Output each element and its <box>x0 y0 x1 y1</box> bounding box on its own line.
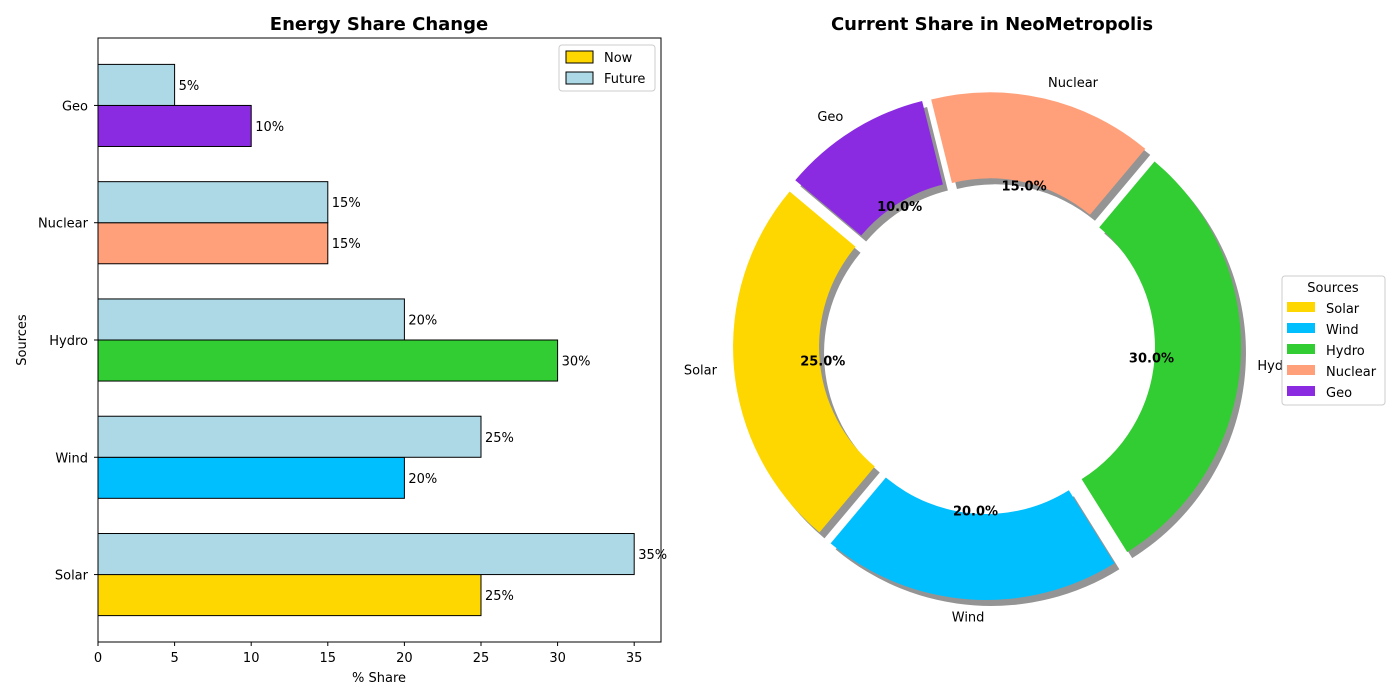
donut-legend-label-nuclear: Nuclear <box>1326 365 1377 380</box>
x-tick-label-15: 15 <box>320 651 337 666</box>
bar-future-solar <box>97 533 635 576</box>
bar-future-geo <box>97 63 176 106</box>
bar-future-label-hydro: 20% <box>408 313 437 328</box>
donut-legend-items: Solar Wind Hydro Nuclear Geo <box>1287 302 1377 401</box>
y-axis-ticks: Solar Wind Hydro Nuclear Geo <box>38 99 98 584</box>
legend-label-future: Future <box>604 72 645 87</box>
wedge-percent-solar: 25.0% <box>800 354 845 369</box>
donut-legend-swatch-solar <box>1287 302 1315 312</box>
bar-now-geo <box>97 104 252 147</box>
donut-legend-label-hydro: Hydro <box>1326 344 1365 359</box>
bar-future-label-solar: 35% <box>638 548 667 563</box>
y-tick-label-nuclear: Nuclear <box>38 217 89 232</box>
wedge-label-wind: Wind <box>952 610 985 625</box>
wedge-solar <box>733 191 875 533</box>
bar-now-label-wind: 20% <box>408 472 437 487</box>
bar-now-solar <box>97 574 482 617</box>
wedge-label-geo: Geo <box>817 110 843 125</box>
donut-legend: Sources Solar Wind Hydro Nuclear Geo <box>1281 275 1386 406</box>
bar-future-hydro <box>97 298 405 341</box>
donut-legend-swatch-wind <box>1287 323 1315 333</box>
bar-now-label-solar: 25% <box>485 589 514 604</box>
bar-chart-title: Energy Share Change <box>270 14 488 35</box>
donut-legend-label-geo: Geo <box>1326 386 1352 401</box>
x-tick-label-10: 10 <box>243 651 260 666</box>
donut-legend-swatch-hydro <box>1287 344 1315 354</box>
bar-future-label-nuclear: 15% <box>332 196 361 211</box>
donut-legend-swatch-geo <box>1287 386 1315 396</box>
wedge-percent-nuclear: 15.0% <box>1002 179 1047 194</box>
legend-label-now: Now <box>604 51 633 66</box>
wedge-percent-geo: 10.0% <box>877 200 922 215</box>
x-axis-ticks: 0 5 10 15 20 25 30 35 <box>94 642 643 666</box>
x-axis-label: % Share <box>352 671 406 686</box>
donut-legend-label-solar: Solar <box>1326 302 1360 317</box>
bar-now-label-nuclear: 15% <box>332 237 361 252</box>
donut-legend-title: Sources <box>1307 281 1359 296</box>
bar-now-wind <box>97 456 405 499</box>
donut-legend-label-wind: Wind <box>1326 323 1359 338</box>
bar-future-wind <box>97 415 482 458</box>
wedge-label-solar: Solar <box>684 364 718 379</box>
bar-now-label-hydro: 30% <box>562 355 591 370</box>
x-tick-label-5: 5 <box>170 651 178 666</box>
legend-swatch-now <box>565 50 594 64</box>
bar-legend: Now Future <box>558 44 656 92</box>
bar-now-label-geo: 10% <box>255 120 284 135</box>
donut-chart-title: Current Share in NeoMetropolis <box>831 14 1153 35</box>
wedge-geo <box>795 101 943 236</box>
y-tick-label-wind: Wind <box>55 451 88 466</box>
bar-future-label-wind: 25% <box>485 431 514 446</box>
y-tick-label-hydro: Hydro <box>49 334 88 349</box>
legend-swatch-future <box>565 71 594 85</box>
x-tick-label-25: 25 <box>473 651 490 666</box>
wedge-hydro <box>1081 161 1241 553</box>
y-tick-label-solar: Solar <box>55 569 89 584</box>
y-axis-label: Sources <box>15 314 30 366</box>
bar-now-hydro <box>97 339 559 382</box>
wedge-percent-hydro: 30.0% <box>1129 352 1174 367</box>
wedge-wind <box>830 477 1115 600</box>
y-tick-label-geo: Geo <box>62 99 88 114</box>
bar-future-label-geo: 5% <box>179 79 200 94</box>
x-tick-label-30: 30 <box>549 651 566 666</box>
x-tick-label-20: 20 <box>396 651 413 666</box>
donut-chart: Current Share in NeoMetropolis 25.0% Sola… <box>684 14 1386 625</box>
bar-future-nuclear <box>97 181 329 224</box>
x-tick-label-35: 35 <box>626 651 643 666</box>
bar-marks: 25% 35% 20% 25% 30% 20% 15% 15% 10% 5% <box>97 63 667 617</box>
wedge-nuclear <box>931 92 1146 215</box>
wedge-label-nuclear: Nuclear <box>1048 76 1099 91</box>
bar-chart: Energy Share Change 25% 35% 20% 25% 30% 20% 15… <box>15 14 667 686</box>
donut-legend-swatch-nuclear <box>1287 365 1315 375</box>
x-tick-label-0: 0 <box>94 651 102 666</box>
bar-now-nuclear <box>97 222 329 265</box>
wedge-percent-wind: 20.0% <box>953 504 998 519</box>
donut-wedges <box>733 92 1241 600</box>
